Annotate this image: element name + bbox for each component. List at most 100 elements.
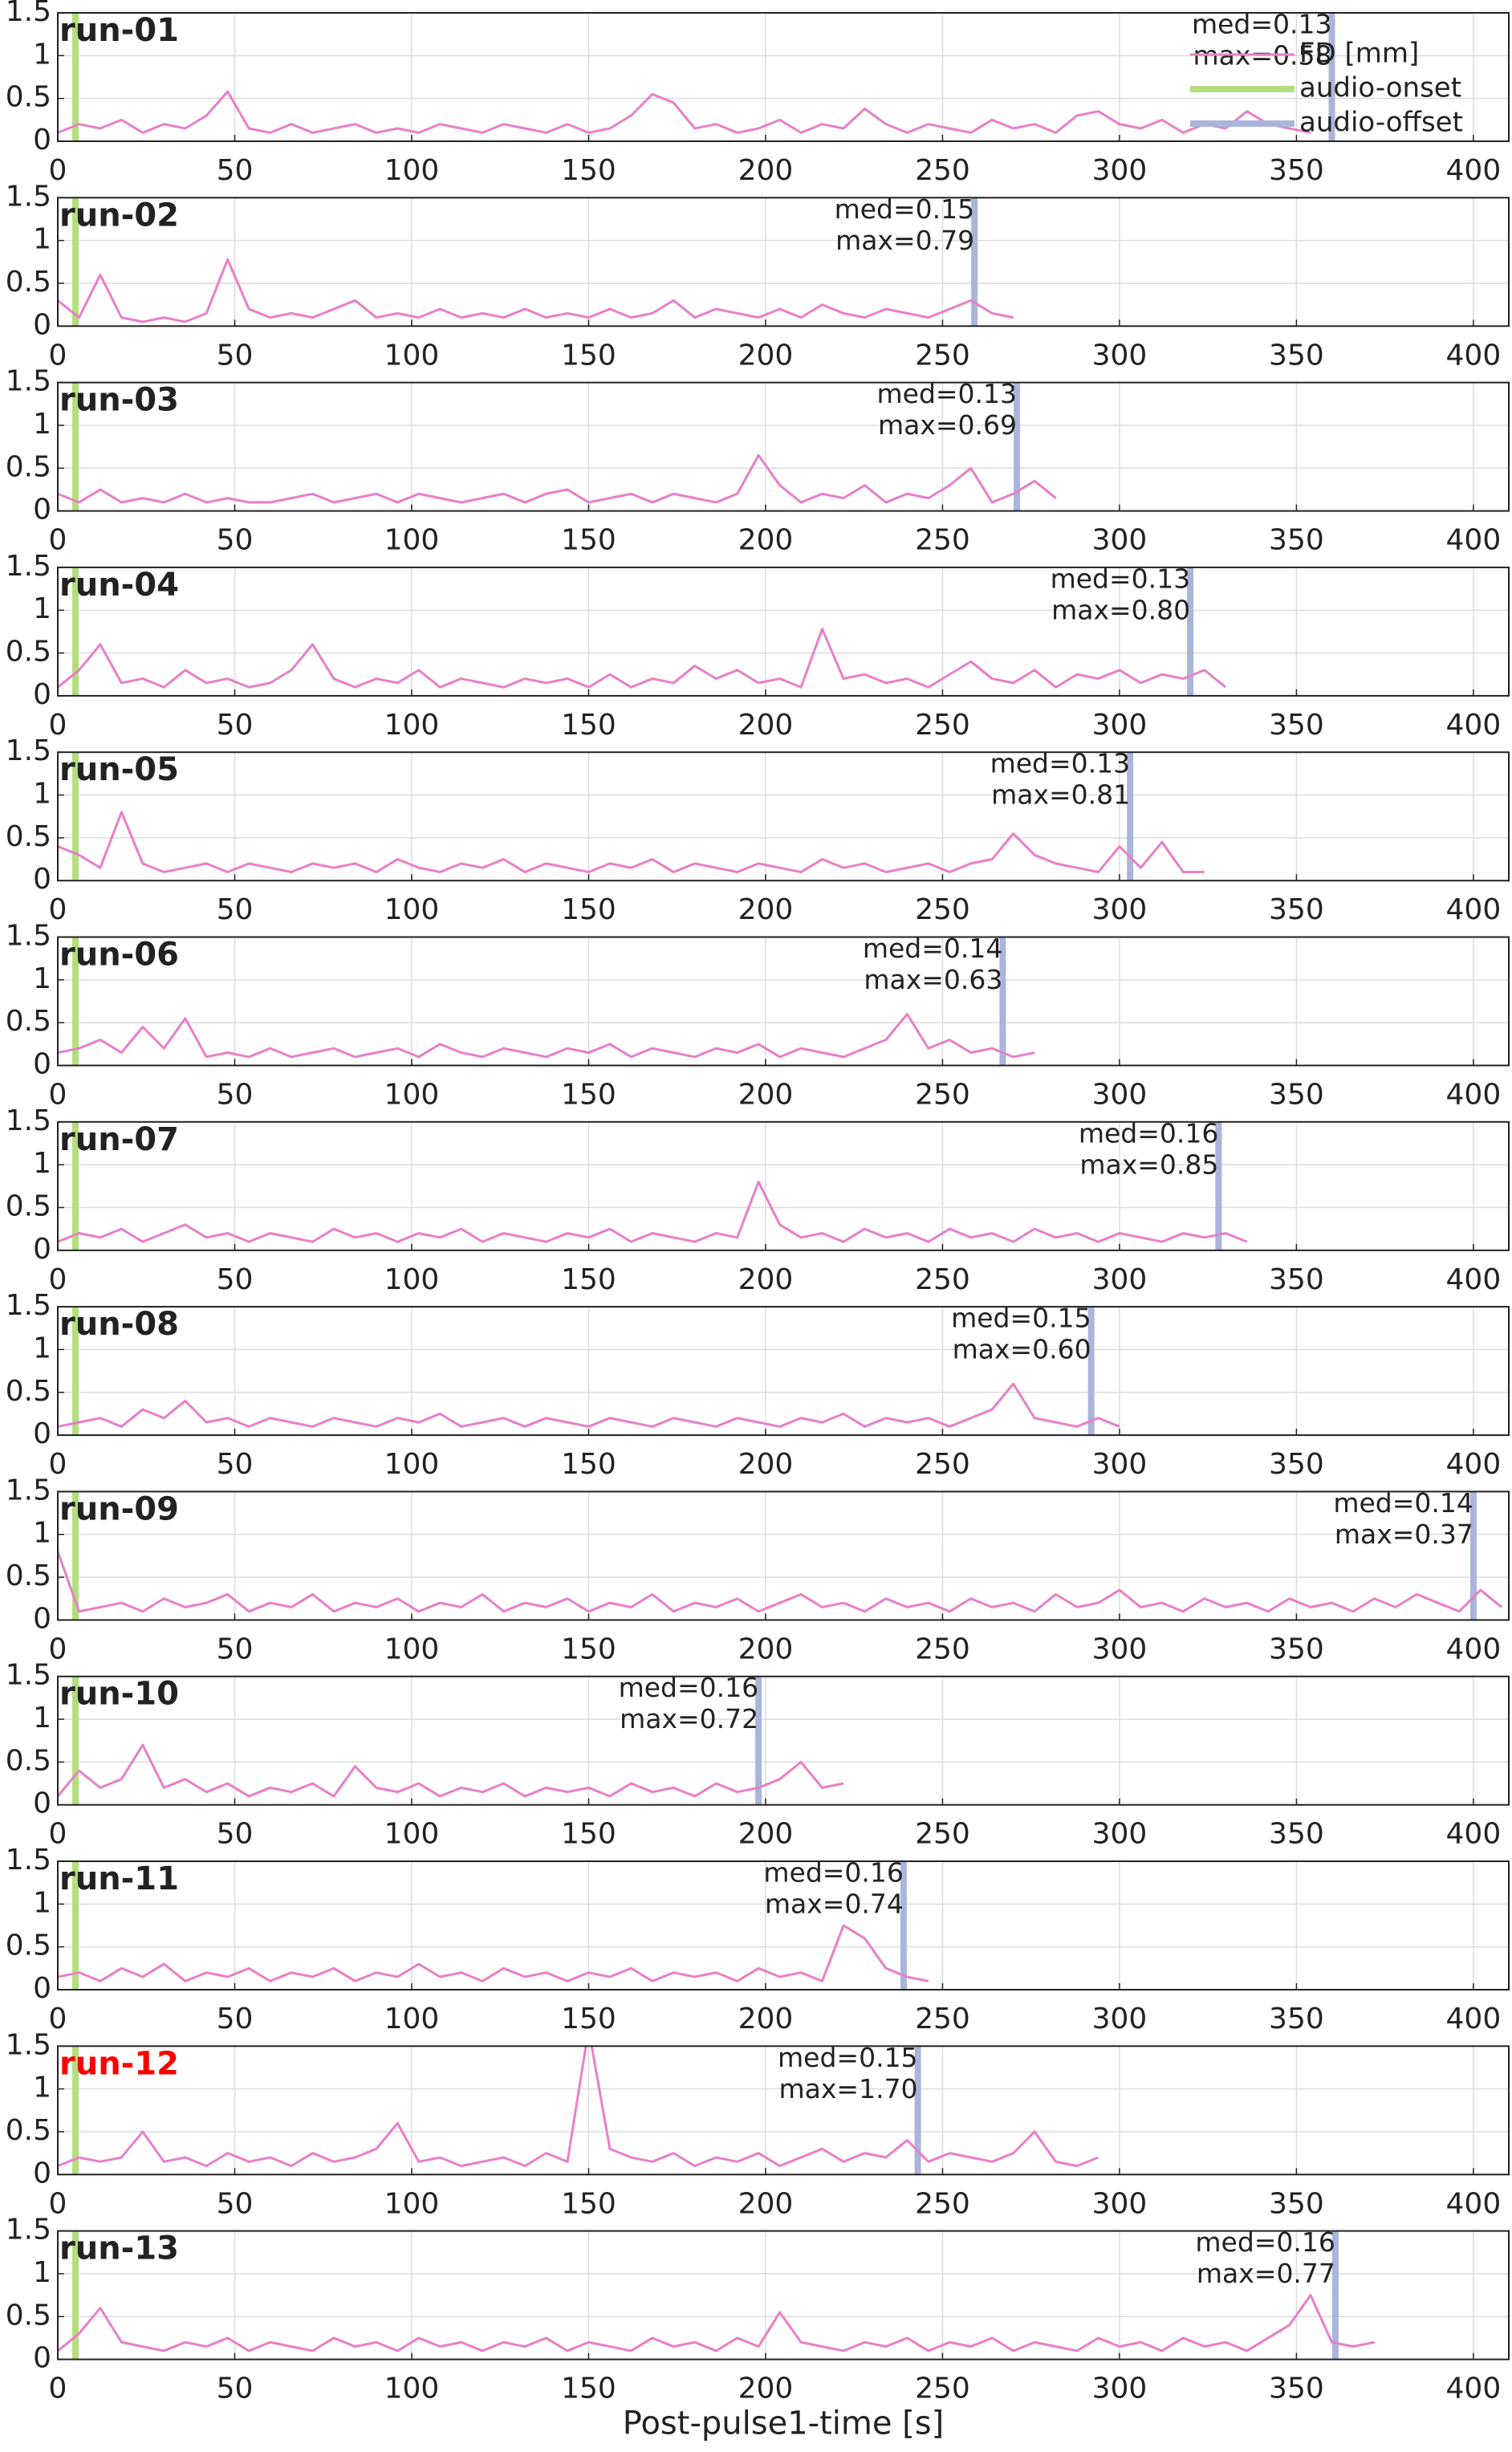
x-tick-label: 100 xyxy=(384,154,440,187)
x-tick-label: 100 xyxy=(384,1079,440,1112)
run-title: run-02 xyxy=(59,197,179,234)
fd-line xyxy=(58,453,1057,504)
stat-annotation: med=0.13 xyxy=(877,378,1018,409)
x-tick-label: 150 xyxy=(561,1633,616,1665)
plot-area xyxy=(58,13,1509,141)
x-tick-label: 250 xyxy=(915,1448,970,1481)
y-tick-label: 0 xyxy=(33,863,51,896)
x-tick-label: 300 xyxy=(1092,2003,1148,2035)
x-tick-label: 0 xyxy=(49,893,67,926)
x-tick-label: 300 xyxy=(1092,1818,1148,1851)
y-tick-label: 1 xyxy=(33,1702,51,1734)
axes-frame xyxy=(57,1675,1510,1806)
stat-annotation: med=0.13 xyxy=(1051,563,1191,594)
x-tick-label: 150 xyxy=(561,2187,616,2220)
x-tick-label: 0 xyxy=(49,339,67,372)
y-tick-label: 0 xyxy=(33,308,51,341)
y-tick-label: 1 xyxy=(33,1147,51,1180)
stat-annotation: max=0.74 xyxy=(765,1889,904,1920)
y-tick-label: 0.5 xyxy=(6,2299,51,2332)
x-tick-label: 400 xyxy=(1446,1448,1502,1481)
x-tick-label: 150 xyxy=(561,1818,616,1851)
axes-frame xyxy=(57,12,1510,142)
x-tick-label: 300 xyxy=(1092,709,1148,742)
y-tick-label: 0.5 xyxy=(6,820,51,853)
y-tick-label: 0 xyxy=(33,2157,51,2190)
x-tick-label: 350 xyxy=(1269,1263,1324,1296)
run-title: run-03 xyxy=(59,382,179,419)
y-tick-label: 1.5 xyxy=(6,2214,51,2247)
y-tick-label: 0 xyxy=(33,678,51,711)
x-tick-label: 100 xyxy=(384,2187,440,2220)
fd-line xyxy=(58,258,1014,323)
x-tick-label: 50 xyxy=(217,1079,254,1112)
axes-frame xyxy=(57,1306,1510,1437)
fd-line xyxy=(58,1924,929,1982)
axes-frame xyxy=(57,2045,1510,2176)
x-tick-label: 300 xyxy=(1092,1633,1148,1665)
plot-area xyxy=(58,1676,1509,1805)
y-tick-label: 1.5 xyxy=(6,0,51,28)
x-tick-label: 350 xyxy=(1269,1818,1324,1851)
x-tick-label: 400 xyxy=(1446,1079,1502,1112)
x-tick-label: 100 xyxy=(384,2373,440,2405)
x-tick-label: 0 xyxy=(49,1263,67,1296)
legend-label: audio-offset xyxy=(1299,107,1463,139)
y-tick-label: 0 xyxy=(33,1233,51,1266)
plot-area xyxy=(58,1307,1509,1436)
x-tick-label: 150 xyxy=(561,893,616,926)
y-tick-label: 1 xyxy=(33,778,51,811)
fd-line xyxy=(58,2046,1099,2168)
fd-line xyxy=(58,811,1205,874)
x-tick-label: 250 xyxy=(915,893,970,926)
x-tick-label: 400 xyxy=(1446,1818,1502,1851)
x-tick-label: 50 xyxy=(217,339,254,372)
plot-area xyxy=(58,382,1509,511)
run-title: run-11 xyxy=(59,1860,179,1897)
x-tick-label: 250 xyxy=(915,524,970,557)
y-tick-label: 1 xyxy=(33,38,51,71)
x-tick-label: 350 xyxy=(1269,1079,1324,1112)
x-tick-label: 400 xyxy=(1446,1633,1502,1665)
x-tick-label: 100 xyxy=(384,1633,440,1665)
stat-annotation: max=0.72 xyxy=(620,1703,758,1734)
y-tick-label: 0.5 xyxy=(6,1005,51,1038)
y-tick-label: 1.5 xyxy=(6,180,51,213)
x-tick-label: 150 xyxy=(561,154,616,187)
x-tick-label: 200 xyxy=(738,1633,794,1665)
stat-annotation: max=0.85 xyxy=(1079,1149,1218,1180)
plot-area xyxy=(58,1861,1509,1990)
y-tick-label: 1.5 xyxy=(6,1104,51,1137)
x-tick-label: 200 xyxy=(738,1079,794,1112)
x-tick-label: 0 xyxy=(49,1079,67,1112)
y-tick-label: 1.5 xyxy=(6,2028,51,2061)
stat-annotation: max=0.63 xyxy=(864,964,1002,995)
x-tick-label: 350 xyxy=(1269,2003,1324,2035)
y-tick-label: 0.5 xyxy=(6,1375,51,1408)
axes-frame xyxy=(57,1120,1510,1251)
x-tick-label: 50 xyxy=(217,893,254,926)
run-title: run-10 xyxy=(59,1676,179,1713)
x-tick-label: 150 xyxy=(561,1079,616,1112)
y-tick-label: 0.5 xyxy=(6,2114,51,2147)
stat-annotation: max=0.80 xyxy=(1051,594,1190,625)
y-tick-label: 0.5 xyxy=(6,81,51,114)
stat-annotation: max=0.37 xyxy=(1335,1519,1473,1550)
x-tick-label: 50 xyxy=(217,154,254,187)
x-tick-label: 400 xyxy=(1446,2187,1502,2220)
x-tick-label: 150 xyxy=(561,1263,616,1296)
x-tick-label: 400 xyxy=(1446,339,1502,372)
y-tick-label: 1 xyxy=(33,1332,51,1364)
y-tick-label: 0.5 xyxy=(6,450,51,483)
stat-annotation: max=0.81 xyxy=(991,779,1130,811)
axes-frame xyxy=(57,381,1510,512)
fd-line xyxy=(58,90,1311,134)
x-tick-label: 250 xyxy=(915,154,970,187)
stat-annotation: med=0.16 xyxy=(1195,2226,1335,2258)
x-tick-label: 350 xyxy=(1269,709,1324,742)
x-tick-label: 0 xyxy=(49,1448,67,1481)
legend-label: FD [mm] xyxy=(1299,38,1419,70)
x-tick-label: 300 xyxy=(1092,1448,1148,1481)
fd-line xyxy=(58,1551,1503,1613)
